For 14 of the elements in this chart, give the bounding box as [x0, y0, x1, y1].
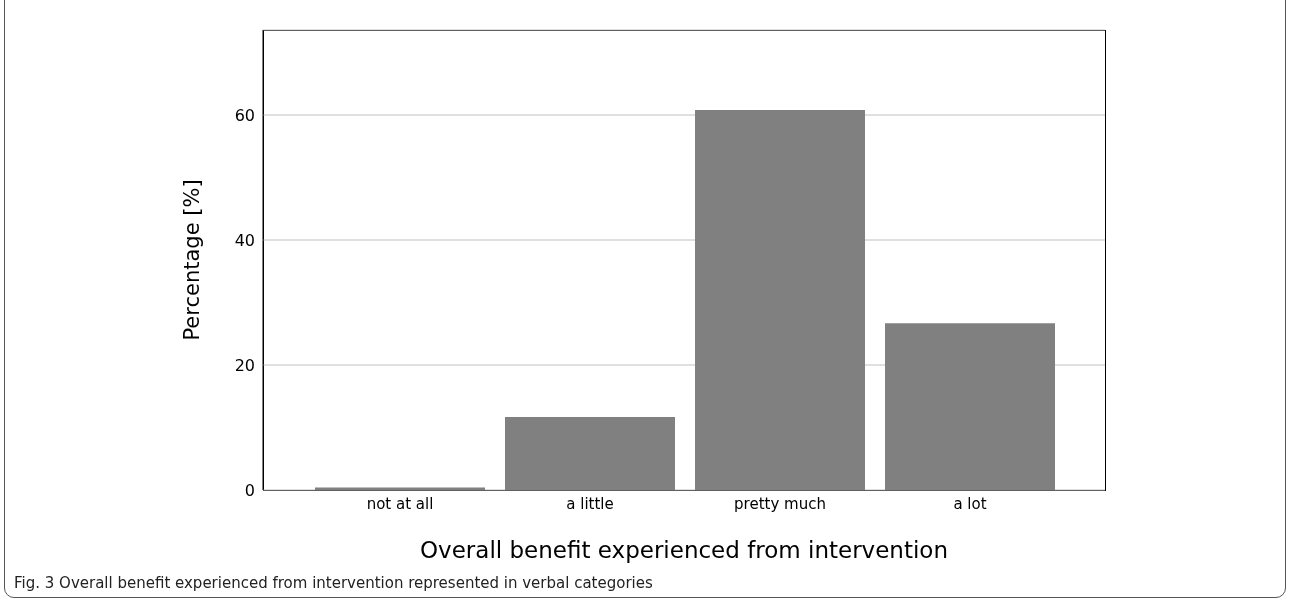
y-tick-label: 60	[234, 105, 255, 125]
bar	[695, 110, 865, 490]
caption: Fig. 3 Overall benefit experienced from intervention represented in verbal categories	[14, 574, 653, 592]
bar	[885, 323, 1055, 490]
y-tick-label: 40	[234, 230, 255, 250]
x-tick-label: not at all	[366, 494, 434, 513]
bar	[505, 416, 675, 490]
x-tick-label: a little	[566, 494, 614, 513]
x-tick-label: pretty much	[734, 494, 826, 513]
y-tick-label: 20	[234, 355, 255, 375]
y-axis-title: Percentage [%]	[180, 179, 205, 341]
x-tick-label: a lot	[953, 494, 987, 513]
y-tick-label: 0	[244, 480, 255, 500]
x-axis-title: Overall benefit experienced from intervention	[419, 537, 949, 563]
